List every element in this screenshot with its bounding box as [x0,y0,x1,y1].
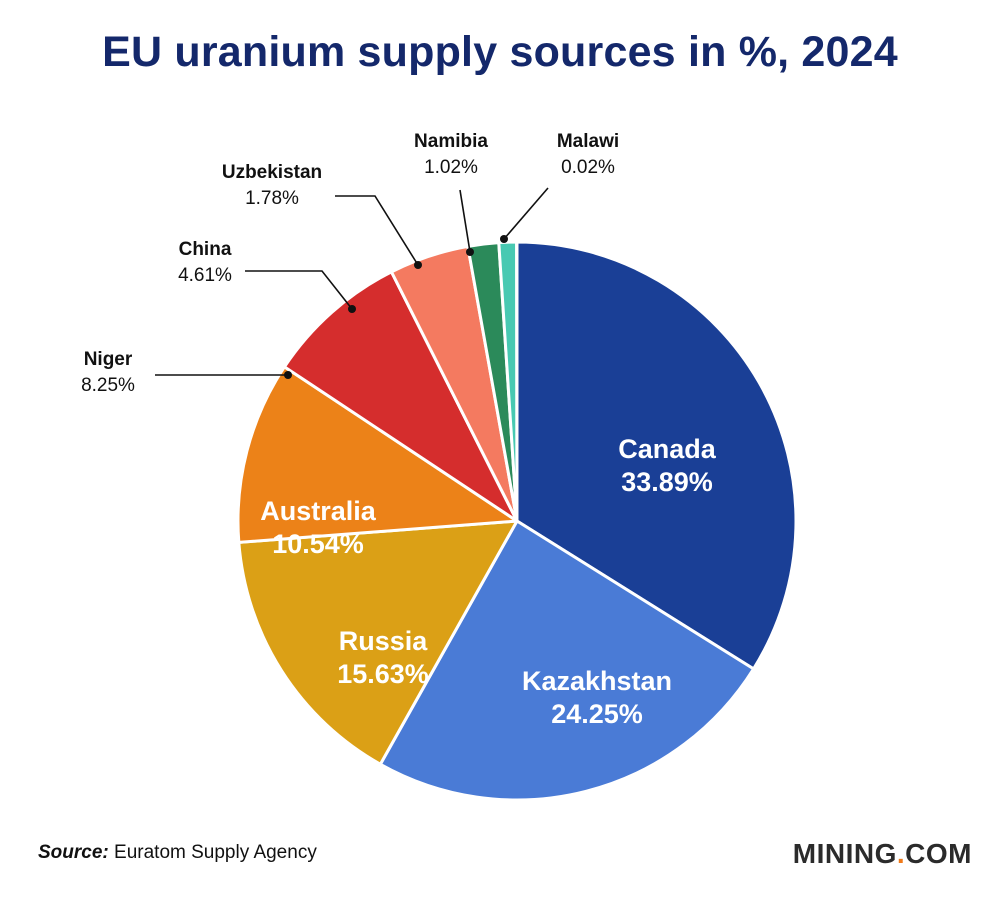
slice-value-china: 4.61% [178,265,232,286]
pie-slice-canada [515,240,798,671]
source-label: Source: [38,842,109,863]
slice-value-namibia: 1.02% [424,157,478,178]
pie-slice-kazakhstan [378,519,756,802]
leader-dot-malawi [500,235,508,243]
leader-line-china [245,270,353,310]
leader-dot-uzbekistan [414,261,422,269]
slice-label-niger: Niger [84,349,133,370]
slice-label-australia: Australia [260,496,377,526]
slice-label-russia: Russia [339,626,429,656]
leader-dot-namibia [466,248,474,256]
source-text: Euratom Supply Agency [114,842,317,863]
brand-dot: . [896,838,906,869]
brand-logo: MINING.COM [793,838,972,870]
slice-label-namibia: Namibia [414,131,488,152]
leader-line-uzbekistan [335,195,419,266]
leader-lines [155,187,549,379]
slice-value-niger: 8.25% [81,375,135,396]
leader-line-malawi [503,187,549,240]
brand-main: MINING [792,838,897,869]
slice-label-uzbekistan: Uzbekistan [222,162,322,183]
slice-value-russia: 15.63% [337,659,429,689]
slice-value-malawi: 0.02% [561,157,615,178]
source-note: Source: Euratom Supply Agency [38,842,317,864]
leader-dot-china [348,305,356,313]
pie-slice-australia [236,365,519,544]
pie-slices [236,240,798,802]
slice-label-canada: Canada [618,434,717,464]
slice-value-australia: 10.54% [272,529,364,559]
slice-label-kazakhstan: Kazakhstan [522,666,672,696]
pie-slice-russia [237,519,519,766]
slice-value-kazakhstan: 24.25% [551,699,643,729]
slice-value-canada: 33.89% [621,467,713,497]
slice-value-uzbekistan: 1.78% [245,188,299,209]
leader-dot-niger [284,371,292,379]
leader-line-namibia [459,189,471,253]
slice-label-malawi: Malawi [557,131,619,152]
brand-suffix: COM [905,838,972,869]
chart-title: EU uranium supply sources in %, 2024 [102,28,898,76]
slice-label-china: China [179,239,232,260]
pie-slice-niger [282,270,519,523]
